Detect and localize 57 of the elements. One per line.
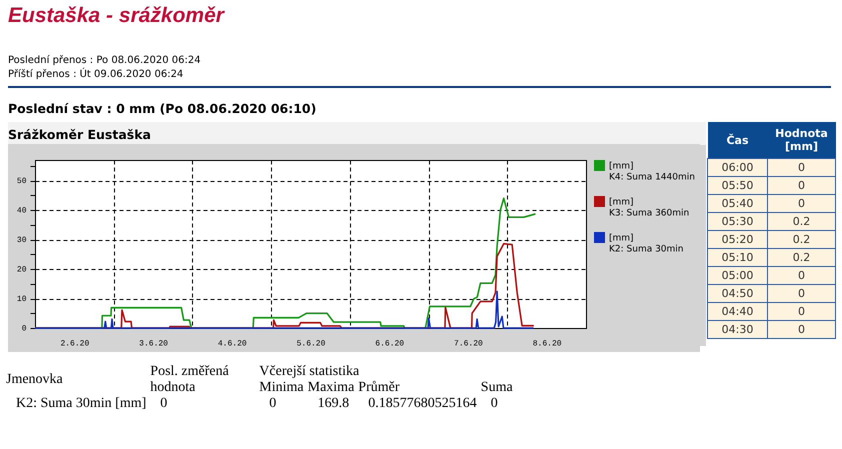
data-label: 0 (768, 320, 836, 338)
text: Minima (259, 380, 305, 396)
text: Maxima (308, 380, 356, 396)
legend-label: [mm] K3: Suma 360min (609, 198, 690, 218)
data-label: 0 (768, 194, 836, 212)
text: Posl. změřená hodnota (150, 364, 230, 396)
text: K2: Suma 30min [mm] (15, 396, 148, 412)
text: 0 (159, 396, 168, 412)
y-tick-label: 30 (16, 236, 27, 246)
data-label: 0 (768, 284, 836, 302)
text: Jmenovka (6, 371, 64, 389)
text: Poslední stav : 0 mm (Po 08.06.2020 06:10) (8, 101, 316, 116)
y-tick-label: 04:50 (708, 284, 768, 302)
y-tick-label: 50 (16, 177, 27, 186)
y-tick-label: 10 (16, 295, 27, 304)
line-series (34, 290, 534, 329)
y-axis-title: Čas (708, 122, 768, 158)
y-tick-label: 40 (16, 206, 27, 216)
text: 0.18577680525164 (367, 396, 478, 412)
y-tick-label: 05:00 (708, 266, 768, 284)
data-label: 0.2 (768, 230, 836, 248)
chart-title: Srážkoměr Eustaška (8, 122, 706, 145)
text: Poslední přenos : Po 08.06.2020 06:24 (8, 55, 201, 66)
x-tick-label: 8.6.20 (532, 340, 562, 348)
y-tick-label: 0 (22, 324, 27, 334)
text: Příští přenos : Út 09.06.2020 06:24 (8, 69, 184, 80)
data-label: 0.2 (768, 248, 836, 266)
legend-label: [mm] K2: Suma 30min (609, 234, 684, 254)
x-tick-label: 3.6.20 (139, 340, 168, 348)
y-tick-label: 05:10 (708, 248, 768, 266)
legend-label: [mm] K4: Suma 1440min (609, 162, 695, 182)
y-tick-label: 20 (16, 266, 27, 275)
y-tick-label: 05:40 (708, 194, 768, 212)
text: Průměr (358, 380, 400, 396)
data-label: 0 (768, 158, 836, 176)
x-tick-label: 5.6.20 (296, 340, 326, 348)
x-tick-label: 6.6.20 (375, 340, 404, 348)
text: Eustaška - srážkoměr (8, 4, 224, 28)
data-label: 0 (768, 176, 836, 194)
y-tick-label: 05:30 (708, 212, 768, 230)
text: Včerejší statistika (259, 364, 360, 380)
text: 0 (268, 396, 278, 412)
text: 169.8 (316, 396, 350, 412)
data-label: 0 (768, 266, 836, 284)
y-tick-label: 05:20 (708, 230, 768, 248)
text: 0 (490, 396, 499, 412)
y-tick-label: 04:30 (708, 320, 768, 338)
x-tick-label: 4.6.20 (218, 340, 247, 348)
y-tick-label: 04:40 (708, 302, 768, 320)
y-tick-label: 05:50 (708, 176, 768, 194)
data-label: 0.2 (768, 212, 836, 230)
x-tick-label: Hodnota [mm] (768, 122, 836, 158)
text: Suma (480, 380, 514, 396)
y-tick-label: 06:00 (708, 158, 768, 176)
x-tick-label: 7.6.20 (454, 340, 484, 348)
data-label: 0 (768, 302, 836, 320)
x-tick-label: 2.6.20 (60, 340, 90, 348)
